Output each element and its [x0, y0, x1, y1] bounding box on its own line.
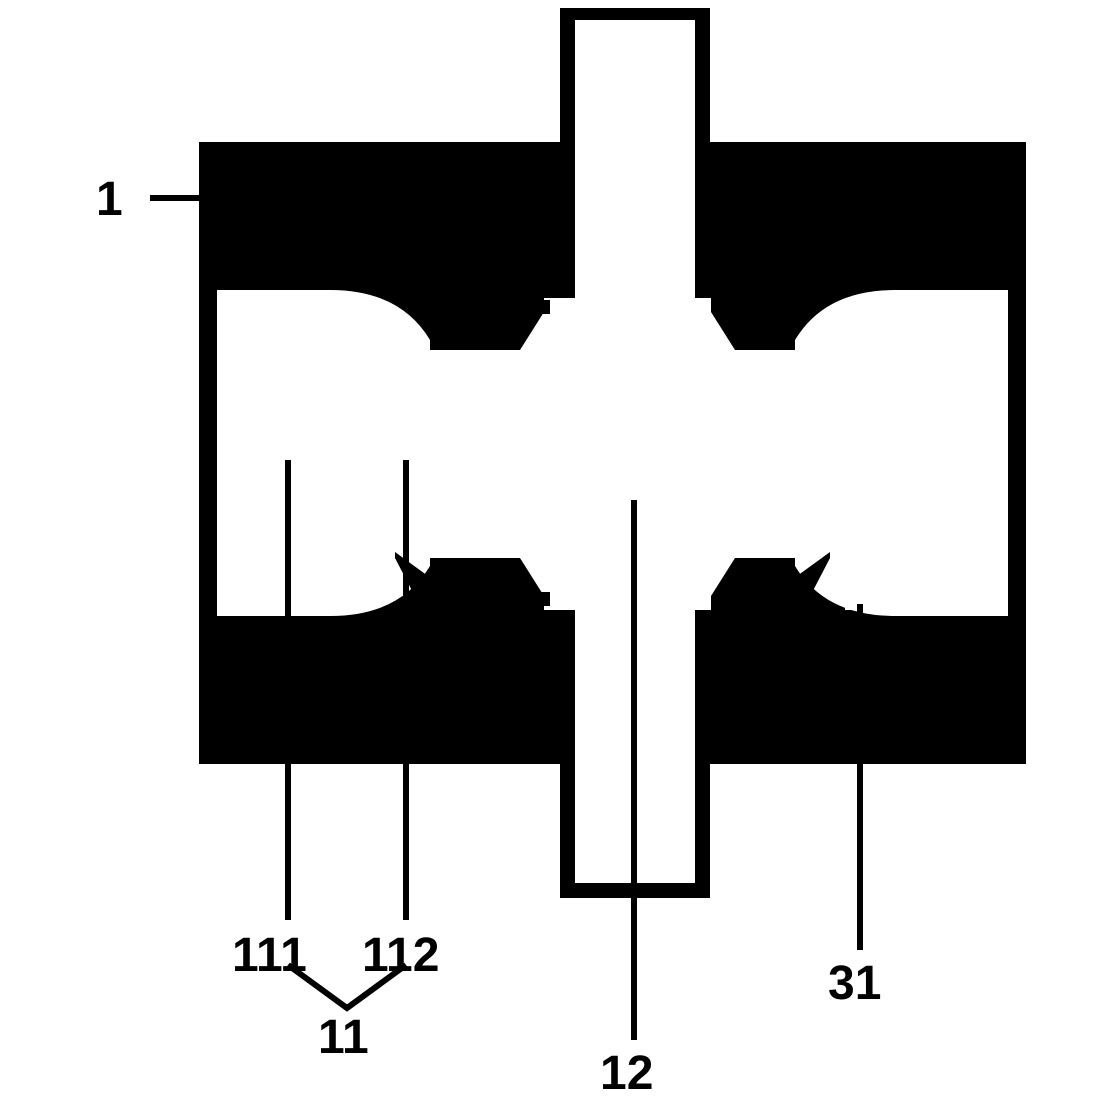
- label-111: 111: [232, 928, 307, 983]
- diagram-root: 1 111 112 11 12 31: [0, 0, 1098, 1107]
- top-stem: [560, 8, 710, 160]
- label-11: 11: [318, 1010, 369, 1065]
- label-1: 1: [96, 172, 123, 227]
- label-31: 31: [828, 956, 881, 1011]
- label-112: 112: [362, 928, 439, 983]
- label-12: 12: [600, 1046, 653, 1101]
- cross-section-svg: [0, 0, 1098, 1107]
